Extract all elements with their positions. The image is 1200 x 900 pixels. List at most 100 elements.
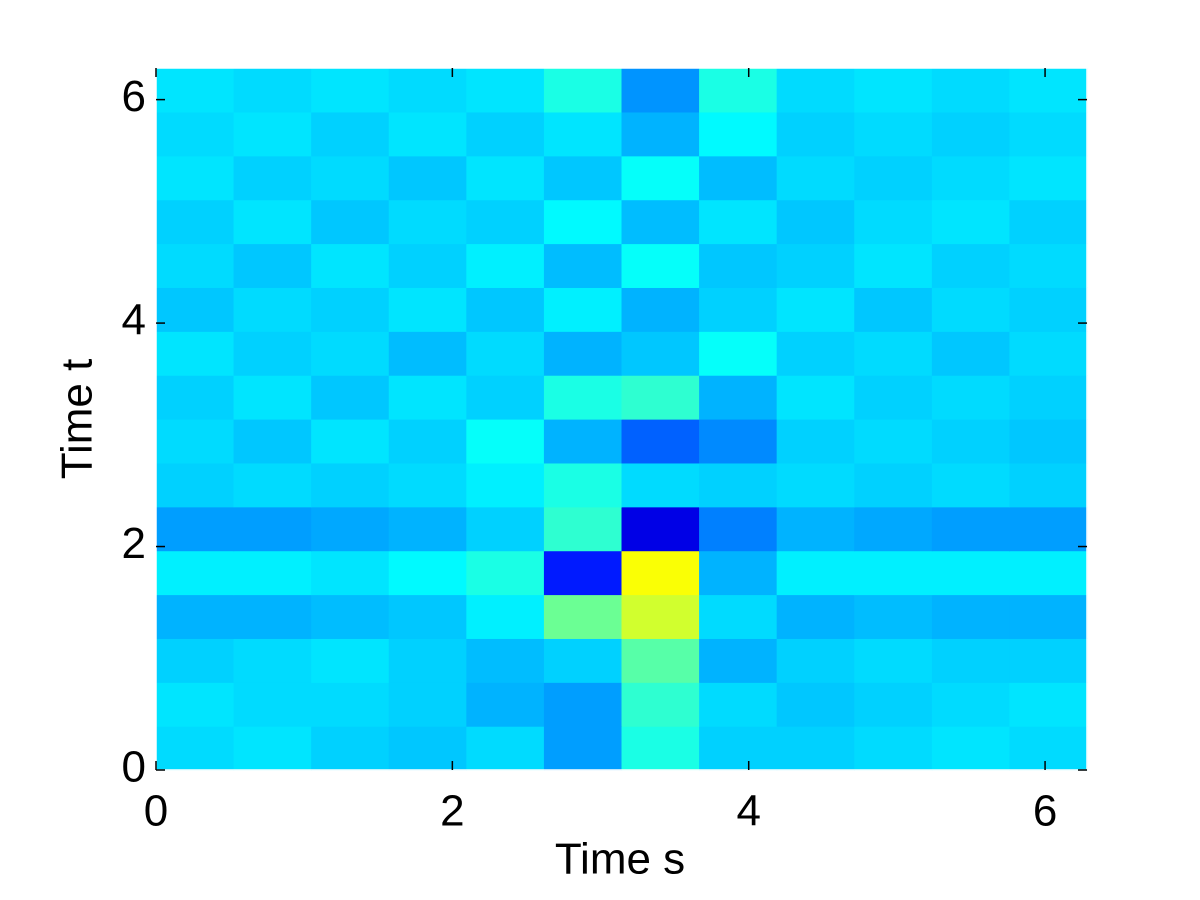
heatmap-cell <box>543 506 623 552</box>
heatmap-cell <box>699 462 778 508</box>
heatmap-cell <box>854 375 933 420</box>
heatmap-cell <box>388 638 467 683</box>
heatmap-cell <box>388 594 467 639</box>
heatmap-cell <box>776 243 855 288</box>
heatmap-cell <box>699 199 778 245</box>
y-tick-label: 2 <box>122 519 146 568</box>
x-tick-label: 2 <box>440 787 464 836</box>
heatmap-cell <box>699 419 778 464</box>
heatmap-cell <box>311 331 390 376</box>
y-axis-label: Time t <box>53 359 102 480</box>
heatmap-cell <box>621 199 700 245</box>
heatmap-cell <box>156 419 235 464</box>
heatmap-cell <box>931 68 1011 113</box>
heatmap-cell <box>311 111 390 157</box>
heatmap-cell <box>311 638 390 683</box>
heatmap-cell <box>1009 419 1088 464</box>
heatmap-cell <box>931 331 1011 376</box>
x-tick-label: 4 <box>736 787 760 836</box>
heatmap-cell <box>543 287 623 332</box>
heatmap <box>156 68 1088 771</box>
heatmap-cell <box>388 111 467 157</box>
heatmap-cell <box>156 462 235 508</box>
heatmap-cell <box>699 287 778 332</box>
heatmap-cell <box>699 331 778 376</box>
y-tick-label: 0 <box>122 743 146 792</box>
heatmap-cell <box>621 68 700 113</box>
heatmap-cell <box>854 287 933 332</box>
heatmap-cell <box>621 506 700 552</box>
heatmap-cell <box>311 682 390 727</box>
heatmap-cell <box>699 550 778 596</box>
heatmap-cell <box>776 111 855 157</box>
heatmap-cell <box>543 594 623 639</box>
heatmap-cell <box>854 638 933 683</box>
heatmap-cell <box>854 331 933 376</box>
heatmap-cell <box>466 638 545 683</box>
heatmap-cell <box>699 682 778 727</box>
heatmap-cell <box>621 462 700 508</box>
heatmap-cell <box>233 550 312 596</box>
heatmap-cell <box>699 375 778 420</box>
heatmap-cell <box>466 287 545 332</box>
heatmap-cell <box>1009 287 1088 332</box>
heatmap-cell <box>156 155 235 201</box>
heatmap-cell <box>388 726 467 771</box>
heatmap-cell <box>311 243 390 288</box>
heatmap-cell <box>931 111 1011 157</box>
heatmap-cell <box>621 331 700 376</box>
heatmap-cell <box>931 419 1011 464</box>
heatmap-cell <box>621 287 700 332</box>
heatmap-cell <box>466 550 545 596</box>
heatmap-cell <box>156 726 235 771</box>
heatmap-cell <box>543 682 623 727</box>
heatmap-cell <box>931 682 1011 727</box>
heatmap-cell <box>1009 594 1088 639</box>
heatmap-cell <box>543 331 623 376</box>
heatmap-cell <box>233 155 312 201</box>
heatmap-cell <box>466 375 545 420</box>
heatmap-cell <box>233 506 312 552</box>
heatmap-cell <box>1009 638 1088 683</box>
heatmap-cell <box>776 594 855 639</box>
heatmap-cell <box>466 726 545 771</box>
heatmap-cell <box>466 462 545 508</box>
heatmap-cell <box>699 506 778 552</box>
heatmap-cell <box>233 287 312 332</box>
heatmap-cell <box>388 375 467 420</box>
heatmap-cell <box>311 155 390 201</box>
heatmap-cell <box>854 462 933 508</box>
x-axis-label: Time s <box>555 835 685 884</box>
heatmap-cell <box>931 287 1011 332</box>
heatmap-cell <box>699 111 778 157</box>
heatmap-cell <box>776 638 855 683</box>
heatmap-cell <box>466 199 545 245</box>
heatmap-cell <box>233 111 312 157</box>
heatmap-cell <box>311 419 390 464</box>
heatmap-cell <box>233 243 312 288</box>
heatmap-cell <box>156 111 235 157</box>
heatmap-cell <box>1009 155 1088 201</box>
heatmap-cell <box>311 726 390 771</box>
heatmap-cell <box>931 726 1011 771</box>
heatmap-cell <box>854 68 933 113</box>
heatmap-cell <box>1009 375 1088 420</box>
heatmap-cell <box>776 506 855 552</box>
heatmap-cell <box>776 726 855 771</box>
heatmap-cell <box>621 638 700 683</box>
heatmap-cell <box>543 155 623 201</box>
heatmap-cell <box>543 68 623 113</box>
heatmap-cell <box>466 68 545 113</box>
heatmap-cell <box>156 331 235 376</box>
heatmap-cell <box>156 243 235 288</box>
heatmap-cell <box>311 287 390 332</box>
heatmap-cell <box>466 506 545 552</box>
heatmap-cell <box>311 594 390 639</box>
heatmap-cell <box>156 594 235 639</box>
heatmap-cell <box>931 594 1011 639</box>
heatmap-cell <box>466 682 545 727</box>
heatmap-cell <box>699 726 778 771</box>
heatmap-cell <box>388 419 467 464</box>
heatmap-cell <box>1009 726 1088 771</box>
heatmap-cell <box>931 638 1011 683</box>
